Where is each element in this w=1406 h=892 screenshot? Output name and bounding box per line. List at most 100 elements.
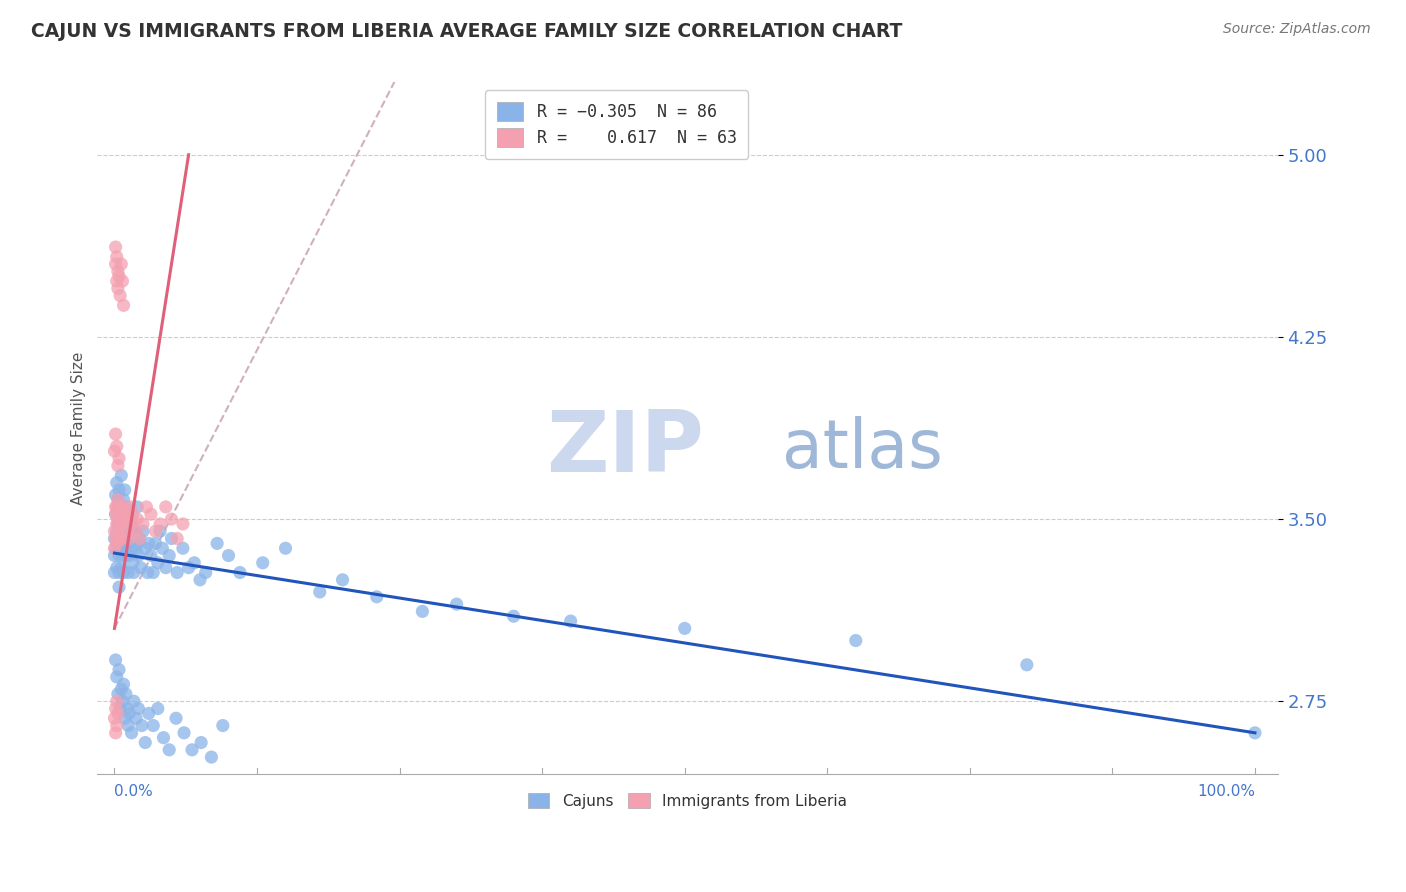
Point [115,687,138,701]
Point [112,500,135,514]
Point [103,532,125,546]
Point [111,512,134,526]
Point [142,718,165,732]
Point [105,670,128,684]
Point [308,585,330,599]
Point [115,507,138,521]
Point [105,560,128,574]
Point [121,516,143,531]
Point [107,516,129,531]
Point [149,516,172,531]
Point [138,706,160,721]
Point [104,240,127,254]
Point [110,500,132,514]
Point [117,536,139,550]
Point [146,701,169,715]
Point [107,706,129,721]
Point [103,444,125,458]
Text: atlas: atlas [782,416,943,482]
Point [105,516,128,531]
Point [132,516,155,531]
Point [194,566,217,580]
Point [110,468,132,483]
Point [108,566,131,580]
Point [121,726,143,740]
Point [188,573,211,587]
Point [129,560,152,574]
Point [111,274,134,288]
Point [115,500,138,514]
Point [114,711,136,725]
Point [105,524,128,539]
Point [104,500,127,514]
Point [160,512,183,526]
Point [107,458,129,473]
Point [183,556,205,570]
Point [114,524,136,539]
Point [104,427,127,442]
Point [114,541,136,556]
Point [115,524,138,539]
Point [142,566,165,580]
Point [108,516,131,531]
Point [131,718,153,732]
Point [121,512,143,526]
Point [110,560,132,574]
Point [155,560,177,574]
Point [117,718,139,732]
Point [117,566,139,580]
Point [108,663,131,677]
Point [112,298,135,312]
Point [166,532,188,546]
Point [117,512,139,526]
Point [149,524,172,539]
Point [104,653,127,667]
Point [111,694,134,708]
Point [110,682,132,697]
Point [108,524,131,539]
Point [107,492,129,507]
Point [103,711,125,725]
Point [229,566,252,580]
Point [134,541,156,556]
Point [274,541,297,556]
Point [128,532,150,546]
Point [103,524,125,539]
Point [108,500,131,514]
Point [108,524,131,539]
Point [107,536,129,550]
Point [121,541,143,556]
Point [107,687,129,701]
Point [673,621,696,635]
Point [108,451,131,466]
Point [155,500,177,514]
Point [127,536,149,550]
Point [105,439,128,453]
Text: ZIP: ZIP [546,408,703,491]
Point [150,541,173,556]
Point [411,604,433,618]
Point [146,556,169,570]
Text: Source: ZipAtlas.com: Source: ZipAtlas.com [1223,22,1371,37]
Point [166,566,188,580]
Point [446,597,468,611]
Point [112,492,135,507]
Legend: Cajuns, Immigrants from Liberia: Cajuns, Immigrants from Liberia [522,787,853,815]
Point [114,516,136,531]
Point [107,532,129,546]
Point [110,507,132,521]
Text: 0.0%: 0.0% [114,784,153,799]
Point [108,580,131,594]
Point [108,500,131,514]
Point [108,541,131,556]
Point [125,711,148,725]
Point [252,556,274,570]
Point [177,560,200,574]
Point [107,492,129,507]
Point [107,500,129,514]
Point [105,536,128,550]
Point [115,701,138,715]
Point [121,556,143,570]
Point [104,488,127,502]
Point [190,735,212,749]
